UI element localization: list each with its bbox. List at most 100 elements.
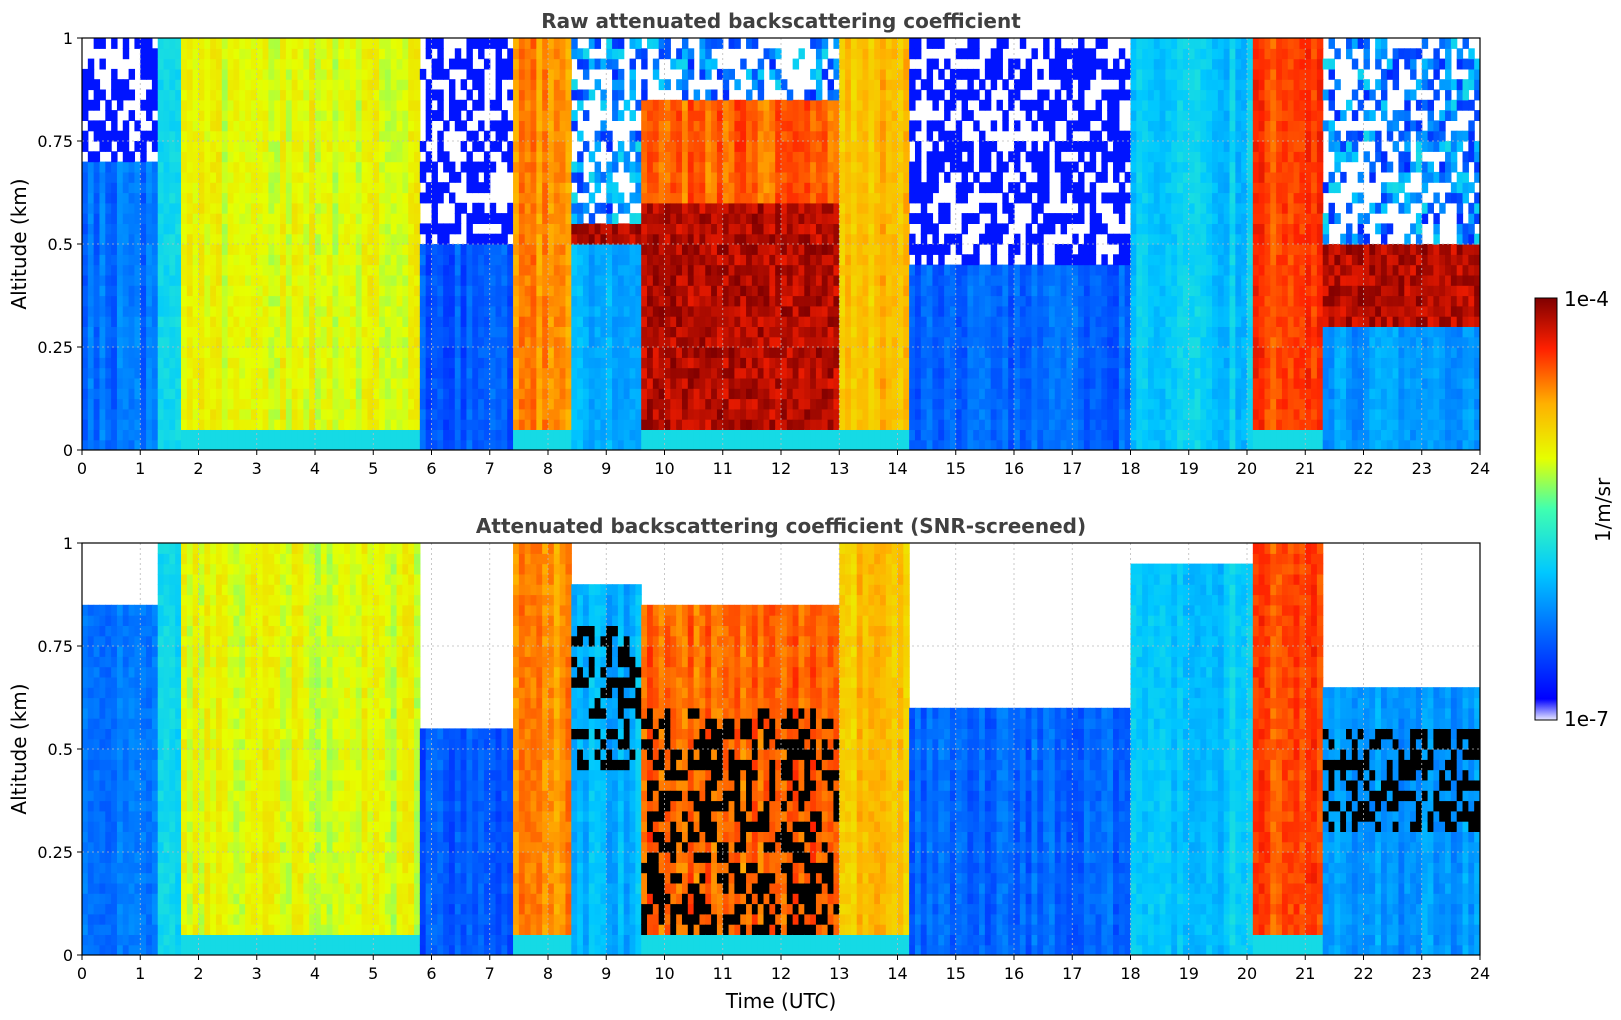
heatmap-cell xyxy=(320,171,328,183)
heatmap-cell xyxy=(705,182,712,194)
heatmap-cell xyxy=(93,367,101,379)
heatmap-cell xyxy=(489,316,497,327)
heatmap-cell xyxy=(757,120,765,132)
heatmap-cell xyxy=(414,68,421,80)
heatmap-cell xyxy=(542,429,549,441)
heatmap-cell xyxy=(781,233,788,245)
heatmap-cell xyxy=(530,192,537,204)
heatmap-cell xyxy=(617,89,625,101)
heatmap-cell xyxy=(390,161,398,173)
heatmap-cell xyxy=(676,285,683,297)
heatmap-cell xyxy=(856,305,864,317)
heatmap-cell xyxy=(786,110,794,121)
heatmap-cell xyxy=(542,377,549,389)
heatmap-cell xyxy=(501,58,508,70)
heatmap-cell xyxy=(262,58,269,70)
heatmap-cell xyxy=(746,264,753,276)
heatmap-cell xyxy=(833,202,840,214)
heatmap-cell xyxy=(518,58,526,70)
heatmap-cell xyxy=(285,48,293,60)
heatmap-cell xyxy=(821,439,829,450)
heatmap-cell xyxy=(582,89,590,101)
heatmap-cell xyxy=(850,305,858,317)
heatmap-cell xyxy=(810,213,817,224)
heatmap-cell xyxy=(274,68,281,80)
heatmap-cell xyxy=(856,316,864,327)
heatmap-cell xyxy=(577,274,584,286)
heatmap-cell xyxy=(250,223,258,235)
heatmap-cell xyxy=(734,233,741,245)
heatmap-cell xyxy=(478,274,485,286)
heatmap-cell xyxy=(472,79,479,91)
heatmap-cell xyxy=(303,244,310,255)
heatmap-cell xyxy=(699,110,706,121)
heatmap-cell xyxy=(821,244,829,255)
heatmap-cell xyxy=(676,141,683,152)
heatmap-cell xyxy=(367,336,374,348)
heatmap-cell xyxy=(169,367,176,379)
heatmap-cell xyxy=(262,367,269,379)
heatmap-cell xyxy=(716,439,724,450)
heatmap-cell xyxy=(151,48,159,60)
heatmap-cell xyxy=(548,326,555,338)
heatmap-cell xyxy=(781,213,788,224)
heatmap-cell xyxy=(571,326,578,338)
heatmap-cell xyxy=(344,377,351,389)
heatmap-cell xyxy=(256,58,264,70)
heatmap-cell xyxy=(134,141,141,152)
heatmap-cell xyxy=(606,326,613,338)
heatmap-cell xyxy=(198,254,205,266)
heatmap-cell xyxy=(763,99,770,111)
heatmap-cell xyxy=(82,99,89,111)
heatmap-cell xyxy=(582,202,590,214)
heatmap-cell xyxy=(175,48,182,60)
heatmap-cell xyxy=(757,233,765,245)
heatmap-cell xyxy=(868,171,875,183)
heatmap-cell xyxy=(460,408,468,420)
heatmap-cell xyxy=(652,439,660,450)
heatmap-cell xyxy=(518,130,526,142)
heatmap-cell xyxy=(792,367,800,379)
heatmap-cell xyxy=(227,347,235,358)
heatmap-cell xyxy=(716,68,724,80)
heatmap-cell xyxy=(833,439,840,450)
heatmap-cell xyxy=(804,254,811,266)
heatmap-cell xyxy=(390,336,398,348)
heatmap-cell xyxy=(763,357,770,369)
heatmap-cell xyxy=(361,120,369,132)
heatmap-cell xyxy=(845,316,852,327)
heatmap-cell xyxy=(280,99,287,111)
heatmap-cell xyxy=(740,408,747,420)
heatmap-cell xyxy=(728,38,735,49)
heatmap-cell xyxy=(239,367,246,379)
heatmap-cell xyxy=(215,38,223,49)
heatmap-cell xyxy=(82,110,89,121)
heatmap-cell xyxy=(711,419,718,430)
heatmap-cell xyxy=(850,99,858,111)
heatmap-cell xyxy=(408,326,415,338)
heatmap-cell xyxy=(309,130,316,142)
heatmap-cell xyxy=(652,388,660,400)
heatmap-cell xyxy=(472,367,479,379)
heatmap-cell xyxy=(122,233,130,245)
heatmap-cell xyxy=(245,130,252,142)
heatmap-cell xyxy=(827,295,835,307)
heatmap-cell xyxy=(233,336,240,348)
heatmap-cell xyxy=(309,419,316,430)
heatmap-cell xyxy=(862,347,869,358)
heatmap-cell xyxy=(221,398,229,410)
heatmap-cell xyxy=(250,89,258,101)
heatmap-cell xyxy=(757,58,765,70)
heatmap-cell xyxy=(163,254,170,266)
heatmap-cell xyxy=(676,161,683,173)
heatmap-cell xyxy=(483,429,491,441)
heatmap-cell xyxy=(722,192,730,204)
heatmap-cell xyxy=(588,254,596,266)
heatmap-cell xyxy=(262,388,269,400)
heatmap-cell xyxy=(233,48,240,60)
heatmap-cell xyxy=(524,326,532,338)
heatmap-cell xyxy=(181,419,188,430)
heatmap-cell xyxy=(839,357,846,369)
heatmap-cell xyxy=(652,347,660,358)
heatmap-cell xyxy=(804,316,811,327)
